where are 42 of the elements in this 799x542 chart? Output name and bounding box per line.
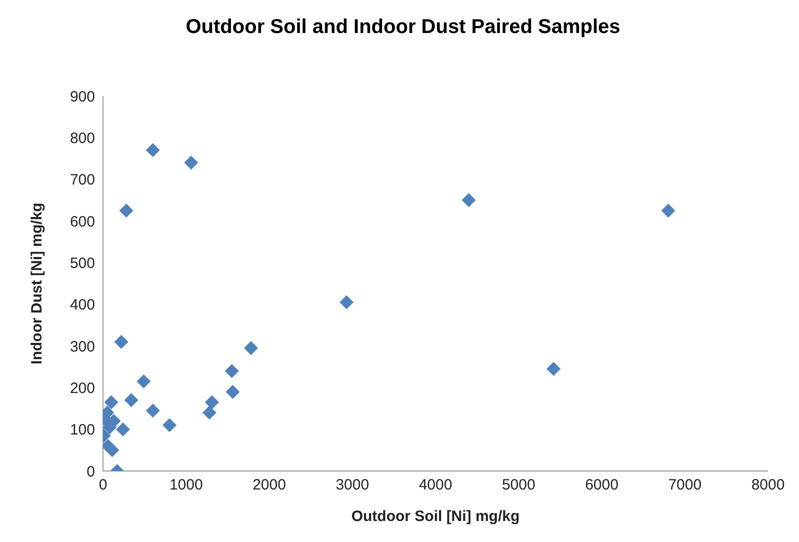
y-tick-label: 700 <box>70 172 95 189</box>
point <box>146 404 160 418</box>
point <box>136 374 151 388</box>
y-tick-label: 0 <box>86 463 95 480</box>
point <box>202 406 216 420</box>
y-tick-label: 100 <box>70 422 95 439</box>
x-tick-label: 0 <box>98 476 108 494</box>
y-tick-label: 400 <box>70 296 95 314</box>
y-tick-label: 200 <box>70 380 95 397</box>
point <box>116 422 130 436</box>
y-tick-label: 300 <box>70 338 95 356</box>
x-tick-label: 8000 <box>751 476 785 494</box>
point <box>244 341 258 356</box>
x-tick-label: 3000 <box>336 476 370 494</box>
point <box>224 364 239 378</box>
x-tick-label: 6000 <box>585 476 618 494</box>
point <box>114 334 128 349</box>
point <box>546 362 561 376</box>
point <box>226 384 240 399</box>
y-axis-title: Indoor Dust [Ni] mg/kg <box>28 202 46 364</box>
x-tick-label: 2000 <box>252 476 286 494</box>
y-tick-label: 600 <box>70 213 95 230</box>
y-tick-label: 900 <box>70 88 95 106</box>
x-tick-label: 5000 <box>502 476 536 494</box>
point <box>124 393 138 408</box>
point <box>184 156 198 170</box>
point <box>340 295 354 310</box>
x-tick-label: 4000 <box>418 476 452 494</box>
y-tick-label: 800 <box>70 130 95 147</box>
point <box>104 395 118 410</box>
point <box>204 395 219 410</box>
point <box>119 204 134 218</box>
point <box>105 443 120 458</box>
chart-title: Outdoor Soil and Indoor Dust Paired Samples <box>184 15 622 40</box>
x-tick-label: 1000 <box>169 476 203 494</box>
point <box>146 143 160 158</box>
y-tick-label: 500 <box>70 254 95 272</box>
point <box>162 418 176 432</box>
x-axis-title: Outdoor Soil [Ni] mg/kg <box>351 508 520 525</box>
x-tick-label: 7000 <box>668 476 702 494</box>
point <box>661 204 676 218</box>
point <box>462 193 476 208</box>
